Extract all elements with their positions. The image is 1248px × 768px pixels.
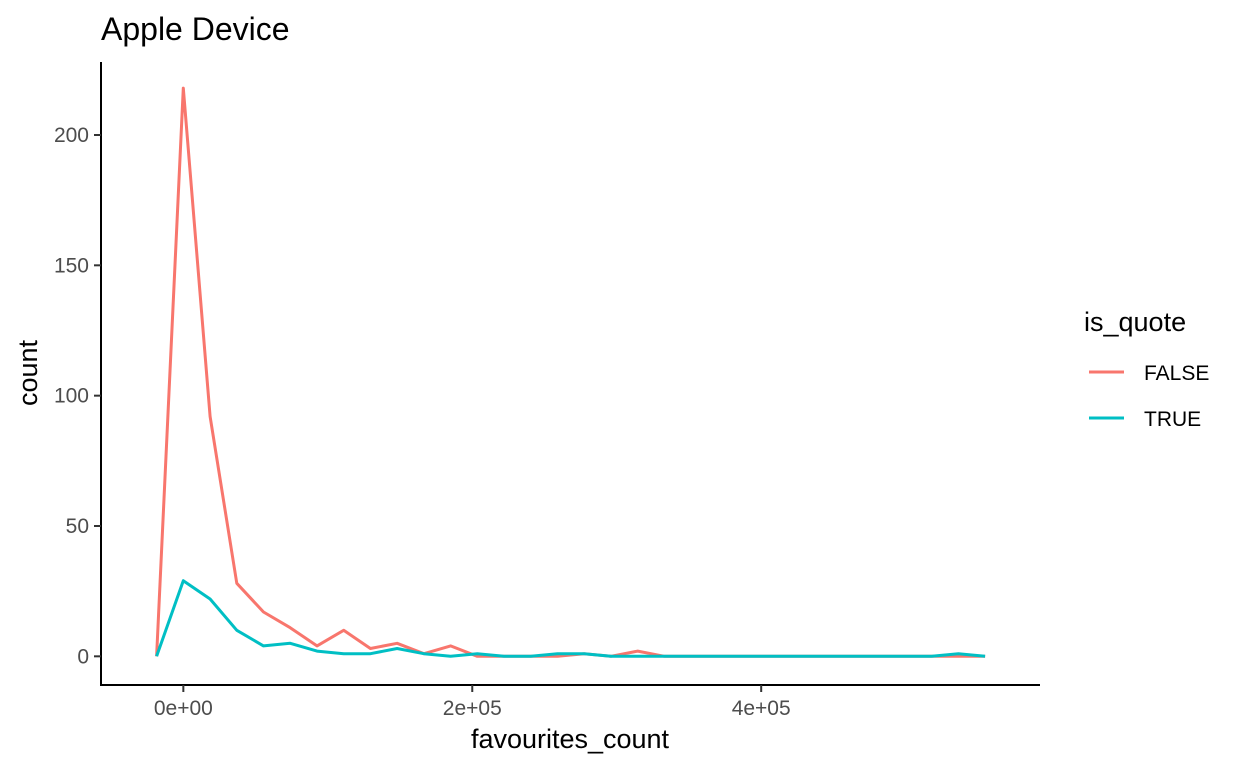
- legend-title: is_quote: [1084, 307, 1186, 337]
- y-axis-ticks: 0 50 100 150 200: [54, 124, 101, 668]
- x-tick-label: 4e+05: [732, 697, 791, 720]
- series-layer: [155, 86, 986, 658]
- y-tick-label: 50: [66, 515, 89, 538]
- y-tick-label: 100: [54, 385, 89, 408]
- legend-label: TRUE: [1144, 408, 1201, 431]
- legend-item-true: TRUE: [1089, 408, 1201, 431]
- y-axis-title: count: [13, 339, 43, 406]
- x-axis-title: favourites_count: [471, 724, 670, 754]
- x-tick-label: 0e+00: [154, 697, 213, 720]
- y-tick-label: 0: [77, 645, 89, 668]
- x-tick-label: 2e+05: [443, 697, 502, 720]
- legend-label: FALSE: [1144, 362, 1209, 385]
- series-line-true: [155, 579, 986, 658]
- x-axis-ticks: 0e+00 2e+05 4e+05: [154, 685, 791, 720]
- series-line-false: [155, 86, 986, 658]
- plot-area: 0 50 100 150 200 0e+00 2e+05 4e+05: [54, 62, 1040, 720]
- legend-item-false: FALSE: [1089, 362, 1209, 385]
- legend-items: FALSE TRUE: [1089, 362, 1209, 431]
- y-tick-label: 150: [54, 254, 89, 277]
- chart-title: Apple Device: [101, 11, 290, 47]
- y-tick-label: 200: [54, 124, 89, 147]
- legend: is_quote FALSE TRUE: [1084, 307, 1209, 431]
